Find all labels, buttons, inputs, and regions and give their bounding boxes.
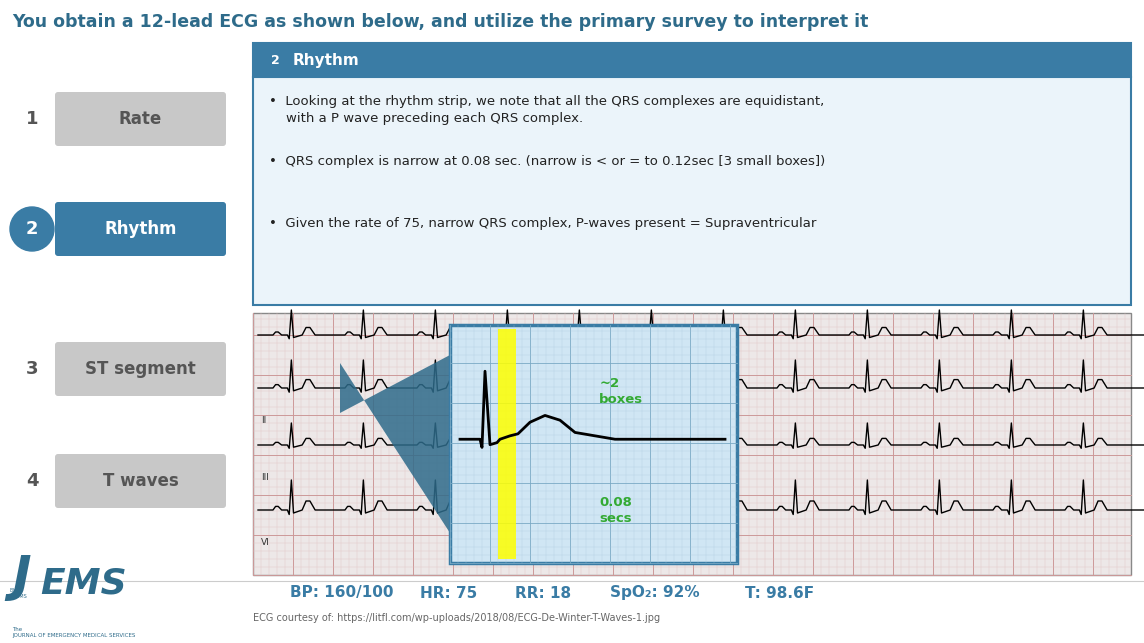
Text: You obtain a 12-lead ECG as shown below, and utilize the primary survey to inter: You obtain a 12-lead ECG as shown below,…: [11, 13, 868, 31]
Circle shape: [10, 97, 54, 141]
Text: ECG courtesy of: https://litfl.com/wp-uploads/2018/08/ECG-De-Winter-T-Waves-1.jp: ECG courtesy of: https://litfl.com/wp-up…: [253, 613, 660, 623]
FancyBboxPatch shape: [55, 202, 227, 256]
Text: 1: 1: [26, 110, 38, 128]
Text: The
JOURNAL OF EMERGENCY MEDICAL SERVICES: The JOURNAL OF EMERGENCY MEDICAL SERVICE…: [11, 627, 135, 638]
Text: 4: 4: [26, 472, 38, 490]
FancyBboxPatch shape: [498, 329, 516, 559]
Text: ST segment: ST segment: [85, 360, 196, 378]
Text: VI: VI: [261, 538, 270, 547]
FancyBboxPatch shape: [253, 43, 1131, 77]
Text: Rhythm: Rhythm: [104, 220, 177, 238]
Text: Rate: Rate: [119, 110, 162, 128]
Polygon shape: [340, 355, 450, 533]
Text: ~2
boxes: ~2 boxes: [599, 377, 643, 406]
Text: •  Given the rate of 75, narrow QRS complex, P-waves present = Supraventricular: • Given the rate of 75, narrow QRS compl…: [269, 217, 817, 230]
FancyBboxPatch shape: [253, 313, 1131, 575]
FancyBboxPatch shape: [55, 342, 227, 396]
FancyBboxPatch shape: [55, 454, 227, 508]
Text: EMT
of EMS: EMT of EMS: [10, 588, 26, 599]
Text: RR: 18: RR: 18: [515, 586, 571, 601]
Text: T: 98.6F: T: 98.6F: [745, 586, 815, 601]
Text: 0.08
secs: 0.08 secs: [599, 496, 633, 525]
Circle shape: [10, 207, 54, 251]
Circle shape: [10, 347, 54, 391]
Circle shape: [10, 459, 54, 503]
Text: 2: 2: [271, 53, 279, 66]
Text: SpO₂: 92%: SpO₂: 92%: [610, 586, 700, 601]
FancyBboxPatch shape: [450, 325, 737, 563]
Text: EMS: EMS: [40, 567, 127, 601]
Text: •  Looking at the rhythm strip, we note that all the QRS complexes are equidista: • Looking at the rhythm strip, we note t…: [269, 95, 824, 125]
FancyBboxPatch shape: [55, 92, 227, 146]
Text: 3: 3: [26, 360, 38, 378]
Text: J: J: [11, 553, 31, 601]
Text: II: II: [261, 416, 267, 425]
Text: HR: 75: HR: 75: [420, 586, 477, 601]
Text: 2: 2: [26, 220, 38, 238]
Text: Rhythm: Rhythm: [293, 53, 359, 68]
Text: •  QRS complex is narrow at 0.08 sec. (narrow is < or = to 0.12sec [3 small boxe: • QRS complex is narrow at 0.08 sec. (na…: [269, 155, 825, 168]
Text: T waves: T waves: [103, 472, 178, 490]
Text: III: III: [261, 473, 269, 482]
Text: BP: 160/100: BP: 160/100: [289, 586, 394, 601]
FancyBboxPatch shape: [253, 77, 1131, 305]
